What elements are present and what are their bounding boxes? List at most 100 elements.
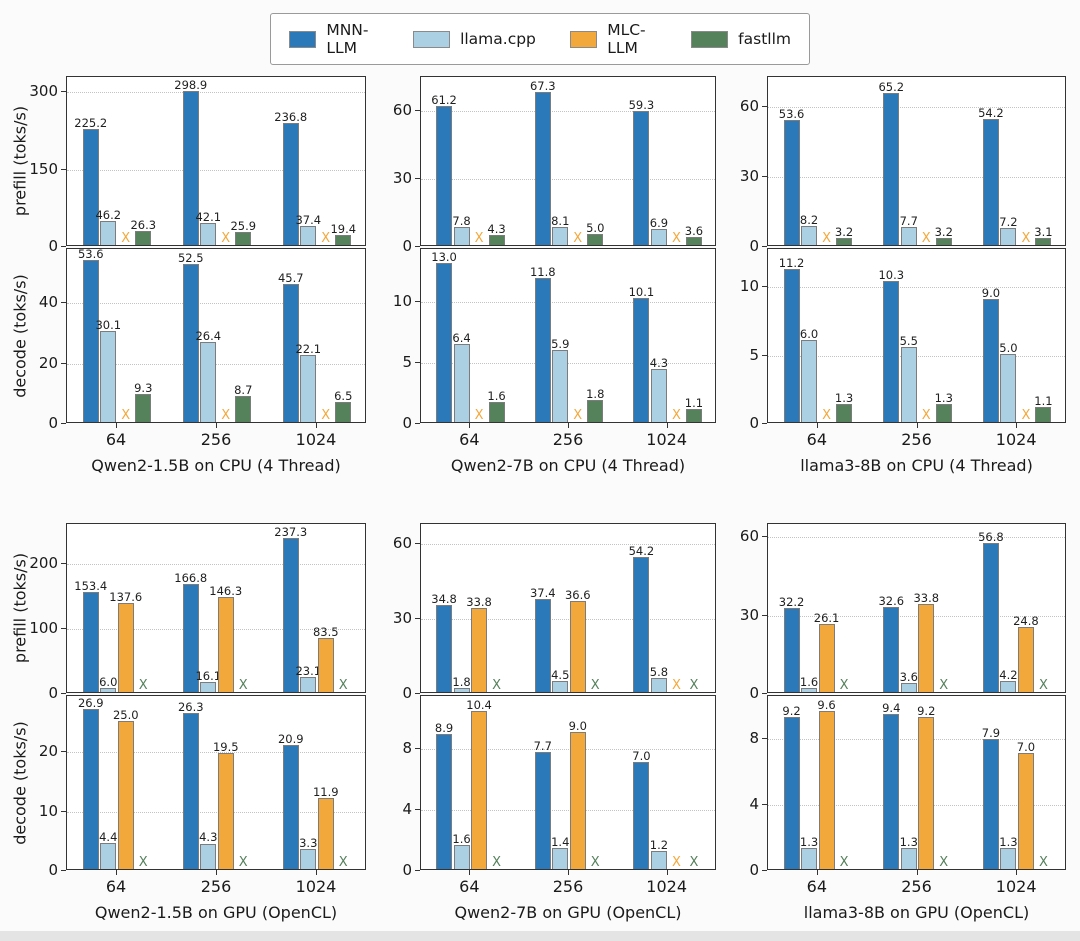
missing-value-x-marker: X [573,408,583,423]
y-tick-label: 60 [739,97,759,116]
missing-value-x-marker: X [671,678,681,693]
y-tick-label: 0 [749,237,759,255]
data-bar [633,110,650,245]
bar-value-label: 237.3 [274,525,308,540]
y-tick-label: 8 [402,739,412,758]
y-tick-mark [762,106,767,108]
bar-value-label: 7.7 [899,214,918,229]
missing-value-x-marker: X [839,678,849,693]
data-bar [569,600,586,692]
y-tick-label: 0 [402,861,412,879]
y-tick-label: 200 [29,554,58,573]
panel-title: Qwen2-1.5B on GPU (OpenCL) [94,903,338,922]
missing-value-x-marker: X [474,408,484,423]
legend-label: llama.cpp [460,30,536,48]
data-bar [282,123,299,245]
y-tick-label: 0 [749,861,759,879]
y-tick-label: 30 [739,167,759,186]
bar-value-label: 153.4 [74,579,108,594]
missing-value-x-marker: X [138,855,148,870]
y-tick-label: 5 [749,345,759,364]
chart-panel: 53.6 30.1 X 9.3 52.5 26.4 X 8.7 45.7 22.1 X 6.5 [66,247,366,423]
data-bar [935,404,952,422]
y-tick-mark [415,748,420,750]
data-bar [436,733,453,869]
missing-value-x-marker: X [921,231,931,246]
bar-value-label: 13.0 [431,249,457,264]
data-bar [453,227,470,245]
gridline [421,179,715,180]
x-tick-mark [116,870,117,875]
bar-value-label: 10.1 [628,285,655,300]
bar-value-label: 45.7 [277,271,304,286]
data-bar [1017,753,1034,869]
bar-value-label: 52.5 [177,250,204,265]
bar-value-label: 59.3 [628,97,655,112]
bar-value-label: 7.9 [981,725,1001,740]
bar-value-label: 33.8 [913,590,940,605]
data-bar [818,710,835,869]
data-bar [883,606,900,692]
y-tick-mark [61,563,66,565]
data-bar [633,762,650,869]
x-tick-label: 256 [901,430,932,449]
data-bar [217,597,234,692]
x-tick-mark [816,870,818,875]
bar-value-label: 1.3 [799,834,819,849]
data-bar [900,346,917,422]
data-bar [935,237,952,245]
missing-value-x-marker: X [1021,231,1031,246]
bar-value-label: 1.8 [586,386,605,401]
missing-value-x-marker: X [822,408,832,423]
bar-value-label: 5.5 [899,333,918,348]
data-bar [82,709,99,869]
gridline [67,303,365,305]
bar-value-label: 8.9 [434,720,454,735]
legend-item-fastllm: fastllm [691,30,791,48]
y-tick-mark [61,91,66,93]
y-tick-mark [762,614,767,616]
bar-value-label: 26.9 [77,696,104,711]
y-tick-label: 0 [48,237,58,255]
chart-panel: 8.9 1.6 10.4 X 7.7 1.4 9.0 X 7.0 1.2 X X [420,695,716,870]
bar-value-label: 1.3 [834,391,854,406]
data-bar [783,717,800,869]
x-tick-label: 1024 [646,430,688,449]
data-bar [633,298,650,422]
data-bar [552,226,569,245]
data-bar [650,677,667,692]
missing-value-x-marker: X [238,855,248,870]
data-bar [685,408,702,422]
x-tick-mark [1016,870,1018,875]
bar-value-label: 32.2 [778,594,805,609]
y-tick-mark [415,178,420,179]
bar-value-label: 54.2 [978,105,1004,120]
bar-value-label: 236.8 [274,110,308,124]
data-bar [335,402,352,422]
x-tick-mark [816,423,818,428]
data-bar [783,268,800,422]
bar-value-label: 26.3 [130,218,157,233]
data-bar [982,118,999,245]
gridline [67,564,365,566]
y-tick-mark [61,302,66,304]
data-bar [488,235,505,245]
bar-value-label: 26.3 [177,699,204,714]
bar-value-label: 3.6 [899,669,918,684]
y-tick-mark [762,286,767,288]
x-tick-label: 64 [806,877,828,896]
y-tick-label: 8 [749,728,759,747]
bar-value-label: 11.2 [778,255,805,270]
missing-value-x-marker: X [689,678,699,693]
bar-value-label: 9.6 [817,697,836,712]
data-bar [182,91,199,245]
y-tick-mark [762,737,767,739]
x-tick-label: 64 [105,877,127,896]
panel-title: llama3-8B on CPU (4 Thread) [800,456,1033,475]
bar-value-label: 23.1 [295,664,322,678]
missing-value-x-marker: X [1038,855,1048,870]
data-bar [300,355,317,422]
missing-value-x-marker: X [221,231,231,246]
data-bar [471,607,488,692]
y-tick-mark [415,870,420,871]
